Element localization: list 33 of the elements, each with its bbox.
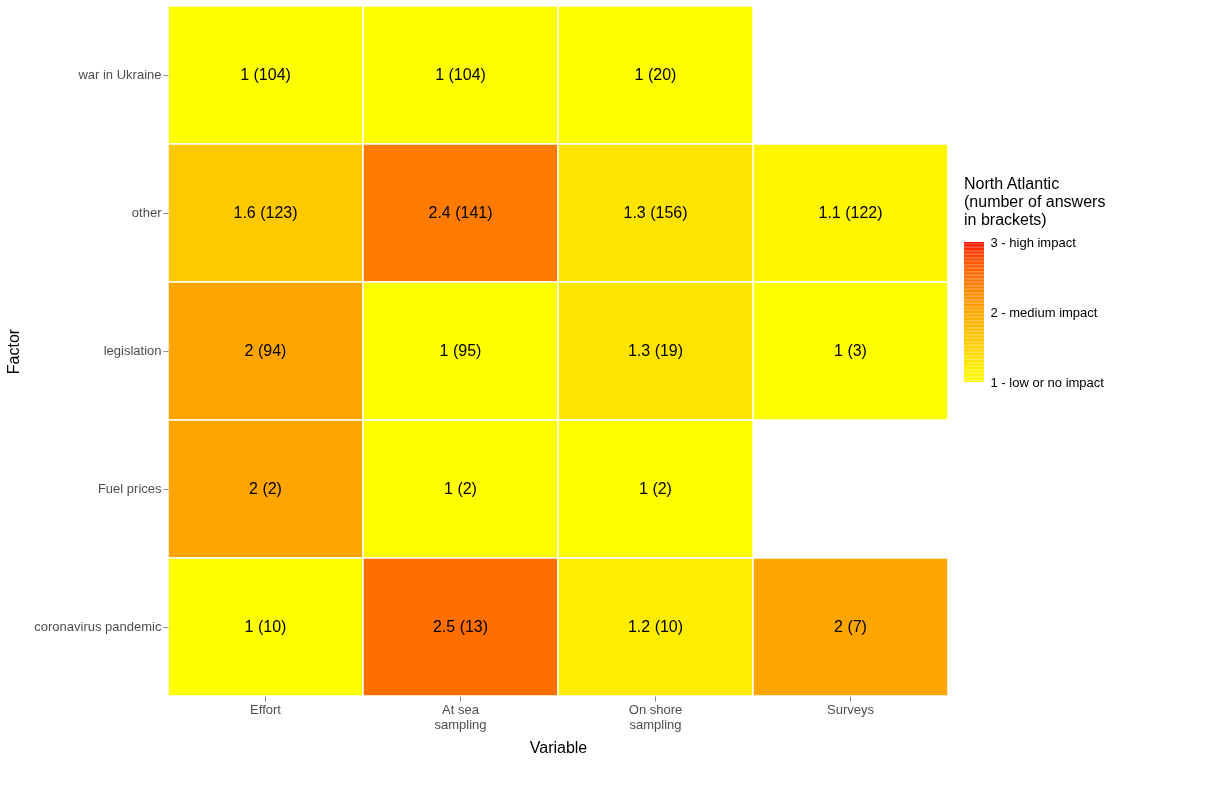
x-tick-label: Surveys	[827, 701, 875, 717]
y-tick-label: coronavirus pandemic	[34, 619, 162, 634]
data-label: 1 (20)	[634, 66, 677, 83]
color-bar-label: 2 - medium impact	[990, 304, 1098, 320]
data-label: 1.2 (10)	[627, 618, 684, 635]
data-label: 2.4 (141)	[428, 204, 493, 221]
data-label: 2 (7)	[834, 618, 867, 635]
data-label: 2.5 (13)	[432, 618, 489, 635]
data-label: 2 (94)	[244, 342, 287, 359]
data-label: 1.6 (123)	[233, 204, 298, 221]
y-tick-label: war in Ukraine	[77, 67, 162, 82]
data-label: 2 (2)	[249, 480, 282, 497]
data-label: 1 (10)	[244, 618, 287, 635]
data-label: 1.3 (156)	[623, 204, 688, 221]
y-tick-label: legislation	[103, 343, 162, 358]
data-label: 1 (2)	[444, 480, 477, 497]
data-label: 1 (95)	[439, 342, 482, 359]
data-label: 1 (104)	[240, 66, 291, 83]
x-tick-label: Effort	[250, 701, 282, 717]
data-label: 1.1 (122)	[818, 204, 883, 221]
data-label: 1 (2)	[639, 480, 672, 497]
x-axis-title: Variable	[529, 738, 588, 756]
color-bar-label: 3 - high impact	[990, 234, 1077, 250]
color-bar-label: 1 - low or no impact	[990, 374, 1105, 390]
data-label: 1 (104)	[435, 66, 486, 83]
y-tick-label: other	[131, 205, 163, 220]
y-tick-label: Fuel prices	[97, 481, 162, 496]
y-axis-title: Factor	[5, 328, 23, 375]
legend-title: North Atlantic (number of answers in brackets)	[964, 175, 1106, 228]
x-tick-label: At sea sampling	[434, 701, 487, 732]
data-label: 1 (3)	[834, 342, 867, 359]
data-label: 1.3 (19)	[627, 342, 684, 359]
x-tick-label: On shore sampling	[628, 701, 683, 732]
